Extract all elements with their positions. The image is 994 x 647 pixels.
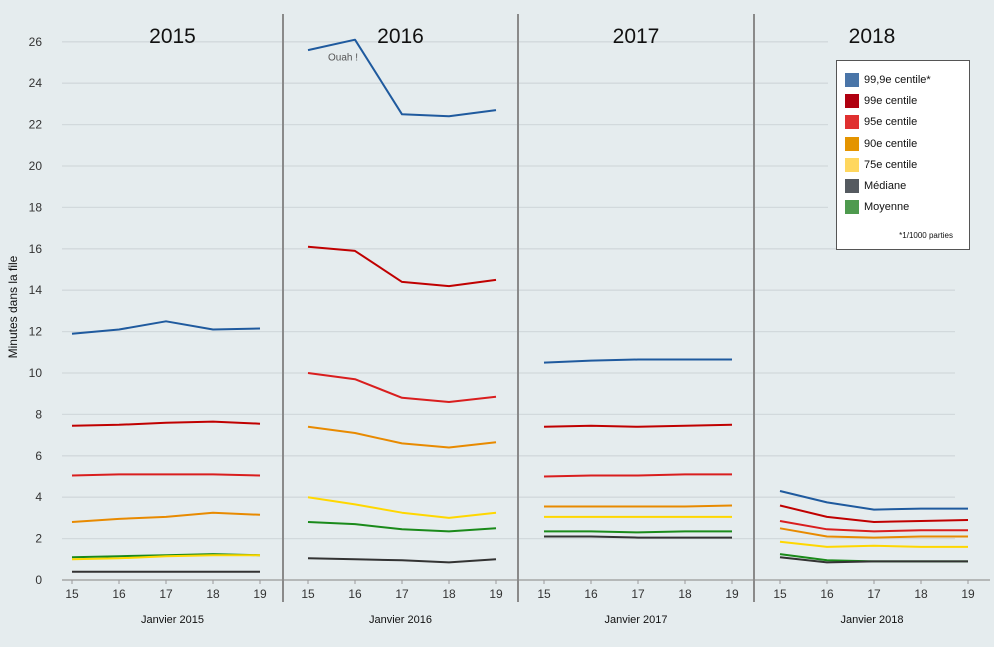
legend-item: 90e centile xyxy=(845,133,969,154)
series-line xyxy=(307,38,497,118)
series-line xyxy=(71,473,261,477)
series-line xyxy=(779,527,968,539)
series-line xyxy=(307,521,497,533)
x-tick-label: 18 xyxy=(206,587,220,601)
annotation: Ouah ! xyxy=(328,52,358,63)
legend: 99,9e centile* 99e centile 95e centile 9… xyxy=(836,60,970,250)
x-tick-label: 19 xyxy=(725,587,739,601)
y-tick-label: 16 xyxy=(29,242,43,256)
legend-swatch xyxy=(845,93,859,108)
legend-swatch xyxy=(845,115,859,130)
series-line xyxy=(543,473,732,478)
x-tick-label: 17 xyxy=(631,587,645,601)
x-tick-label: 18 xyxy=(914,587,928,601)
legend-swatch xyxy=(845,72,859,87)
legend-item: 99e centile xyxy=(845,90,969,111)
y-tick-label: 2 xyxy=(35,532,42,546)
y-tick-label: 12 xyxy=(29,325,43,339)
x-tick-label: 15 xyxy=(537,587,551,601)
series-line xyxy=(779,520,968,533)
x-tick-label: 19 xyxy=(253,587,267,601)
legend-label: 75e centile xyxy=(864,158,918,171)
panel-title: 2018 xyxy=(849,25,896,48)
series-line xyxy=(544,535,732,539)
y-tick-label: 8 xyxy=(35,407,42,421)
series-line xyxy=(544,504,733,508)
legend-item: Médiane xyxy=(845,175,969,196)
series-line xyxy=(307,496,497,519)
x-tick-label: 18 xyxy=(442,587,456,601)
series-line xyxy=(307,425,497,449)
series-line xyxy=(71,320,261,335)
y-tick-label: 26 xyxy=(29,35,43,49)
legend-swatch xyxy=(845,200,859,215)
legend-item: 95e centile xyxy=(845,112,969,133)
panel-x-label: Janvier 2016 xyxy=(369,614,432,626)
panel-title: 2015 xyxy=(149,25,196,48)
series-line xyxy=(544,530,732,534)
legend-note: *1/1000 parties xyxy=(899,231,953,240)
panel-title: 2016 xyxy=(377,25,424,48)
series-line xyxy=(543,423,733,428)
legend-item: 75e centile xyxy=(845,154,969,175)
x-tick-label: 15 xyxy=(65,587,79,601)
x-tick-label: 16 xyxy=(348,587,362,601)
legend-label: 99,9e centile* xyxy=(864,73,931,86)
legend-item: 99,9e centile* xyxy=(845,69,969,90)
y-tick-label: 22 xyxy=(29,118,43,132)
legend-label: Moyenne xyxy=(864,201,910,214)
series-line xyxy=(307,245,497,288)
y-tick-label: 6 xyxy=(35,449,42,463)
panel-title: 2017 xyxy=(613,25,660,48)
x-tick-label: 18 xyxy=(678,587,692,601)
x-tick-label: 17 xyxy=(159,587,173,601)
x-tick-label: 19 xyxy=(961,587,975,601)
legend-swatch xyxy=(845,179,859,194)
x-tick-label: 17 xyxy=(395,587,409,601)
series-line xyxy=(779,540,968,548)
x-tick-label: 16 xyxy=(584,587,598,601)
x-tick-label: 17 xyxy=(867,587,881,601)
x-tick-label: 15 xyxy=(773,587,787,601)
x-tick-label: 19 xyxy=(489,587,503,601)
y-tick-label: 4 xyxy=(35,490,42,504)
legend-swatch xyxy=(845,157,859,172)
legend-label: Médiane xyxy=(864,180,907,193)
series-line xyxy=(779,556,968,564)
legend-label: 90e centile xyxy=(864,137,918,150)
legend-item: Moyenne xyxy=(845,197,969,218)
series-line xyxy=(779,504,969,523)
y-tick-label: 10 xyxy=(29,366,43,380)
x-tick-label: 16 xyxy=(112,587,126,601)
series-line xyxy=(307,557,497,564)
series-line xyxy=(71,420,261,427)
legend-label: 99e centile xyxy=(864,94,918,107)
y-tick-label: 14 xyxy=(29,283,43,297)
y-tick-label: 24 xyxy=(29,76,43,90)
legend-swatch xyxy=(845,136,859,151)
y-tick-label: 0 xyxy=(35,573,42,587)
panel-x-label: Janvier 2018 xyxy=(841,614,904,626)
y-tick-label: 18 xyxy=(29,200,43,214)
x-tick-label: 16 xyxy=(820,587,834,601)
series-line xyxy=(543,358,732,364)
series-line xyxy=(307,372,497,403)
series-line xyxy=(71,511,261,523)
series-line xyxy=(71,554,260,561)
series-line xyxy=(779,490,968,511)
y-tick-label: 20 xyxy=(29,159,43,173)
panel-x-label: Janvier 2015 xyxy=(141,614,204,626)
x-tick-label: 15 xyxy=(301,587,315,601)
y-axis-label: Minutes dans la file xyxy=(6,255,20,358)
panel-x-label: Janvier 2017 xyxy=(605,614,668,626)
legend-label: 95e centile xyxy=(864,116,918,129)
